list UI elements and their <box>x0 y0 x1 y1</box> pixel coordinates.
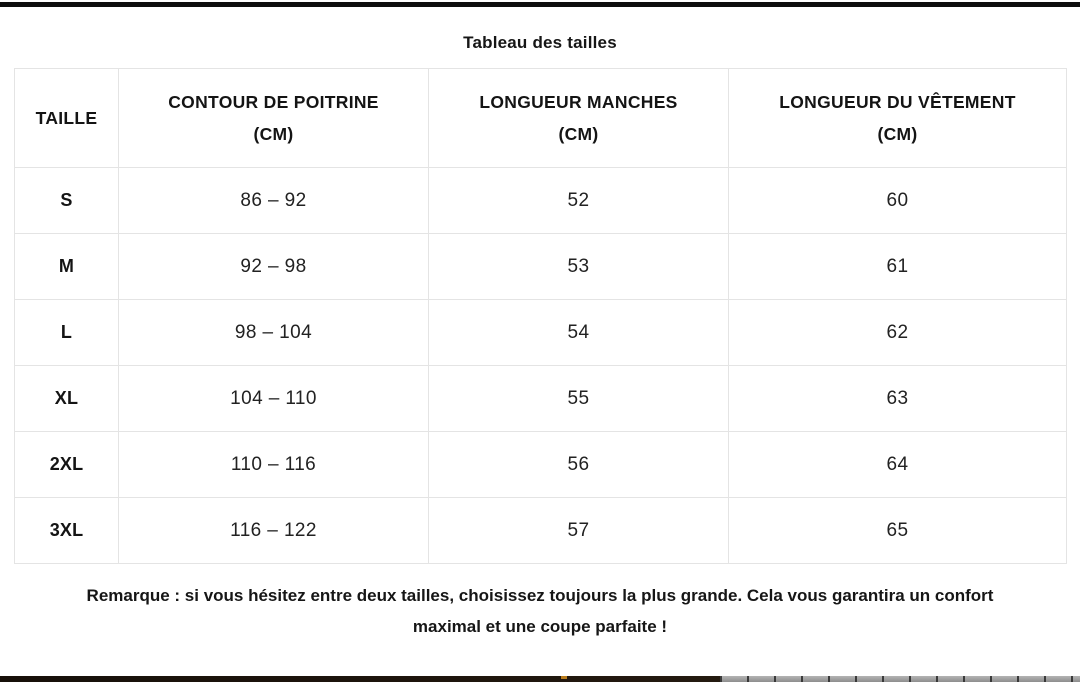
table-row: XL 104 – 110 55 63 <box>14 365 1067 432</box>
note-text: Remarque : si vous hésitez entre deux ta… <box>0 580 1080 642</box>
column-header-sleeve: LONGUEUR MANCHES (CM) <box>428 68 729 168</box>
sleeve-cell: 55 <box>428 365 729 432</box>
header-label: CONTOUR DE POITRINE <box>168 92 379 112</box>
sleeve-cell: 56 <box>428 431 729 498</box>
table-row: 2XL 110 – 116 56 64 <box>14 431 1067 498</box>
sleeve-cell: 54 <box>428 299 729 366</box>
table-row: M 92 – 98 53 61 <box>14 233 1067 300</box>
sleeve-cell: 57 <box>428 497 729 564</box>
chest-cell: 104 – 110 <box>118 365 429 432</box>
header-unit: (CM) <box>877 124 918 144</box>
chest-cell: 86 – 92 <box>118 167 429 234</box>
garment-cell: 64 <box>728 431 1067 498</box>
column-header-taille: TAILLE <box>14 68 119 168</box>
chest-cell: 92 – 98 <box>118 233 429 300</box>
bottom-image-edge <box>0 676 1080 682</box>
size-cell: XL <box>14 365 119 432</box>
table-row: S 86 – 92 52 60 <box>14 167 1067 234</box>
garment-cell: 62 <box>728 299 1067 366</box>
header-label: TAILLE <box>35 108 98 128</box>
header-label: LONGUEUR DU VÊTEMENT <box>779 92 1016 112</box>
chest-cell: 98 – 104 <box>118 299 429 366</box>
note-line-2: maximal et une coupe parfaite ! <box>412 617 668 636</box>
table-header-row: TAILLE CONTOUR DE POITRINE (CM) LONGUEUR… <box>14 68 1067 168</box>
top-border-bar <box>0 2 1080 7</box>
size-chart-table: TAILLE CONTOUR DE POITRINE (CM) LONGUEUR… <box>14 68 1067 564</box>
size-cell: S <box>14 167 119 234</box>
bottom-strip-dark-segment <box>0 676 720 682</box>
page-title: Tableau des tailles <box>463 33 617 52</box>
sleeve-cell: 52 <box>428 167 729 234</box>
size-cell: 3XL <box>14 497 119 564</box>
garment-cell: 60 <box>728 167 1067 234</box>
header-unit: (CM) <box>558 124 599 144</box>
garment-cell: 63 <box>728 365 1067 432</box>
chest-cell: 110 – 116 <box>118 431 429 498</box>
bottom-strip-gray-segment <box>720 676 1080 682</box>
size-cell: M <box>14 233 119 300</box>
table-row: 3XL 116 – 122 57 65 <box>14 497 1067 564</box>
note-line-1: Remarque : si vous hésitez entre deux ta… <box>86 586 994 605</box>
column-header-garment: LONGUEUR DU VÊTEMENT (CM) <box>728 68 1067 168</box>
garment-cell: 61 <box>728 233 1067 300</box>
column-header-chest: CONTOUR DE POITRINE (CM) <box>118 68 429 168</box>
header-unit: (CM) <box>253 124 294 144</box>
header-label: LONGUEUR MANCHES <box>479 92 678 112</box>
garment-cell: 65 <box>728 497 1067 564</box>
bottom-strip-orange-fleck <box>561 676 567 679</box>
size-cell: L <box>14 299 119 366</box>
table-row: L 98 – 104 54 62 <box>14 299 1067 366</box>
chest-cell: 116 – 122 <box>118 497 429 564</box>
size-cell: 2XL <box>14 431 119 498</box>
sleeve-cell: 53 <box>428 233 729 300</box>
